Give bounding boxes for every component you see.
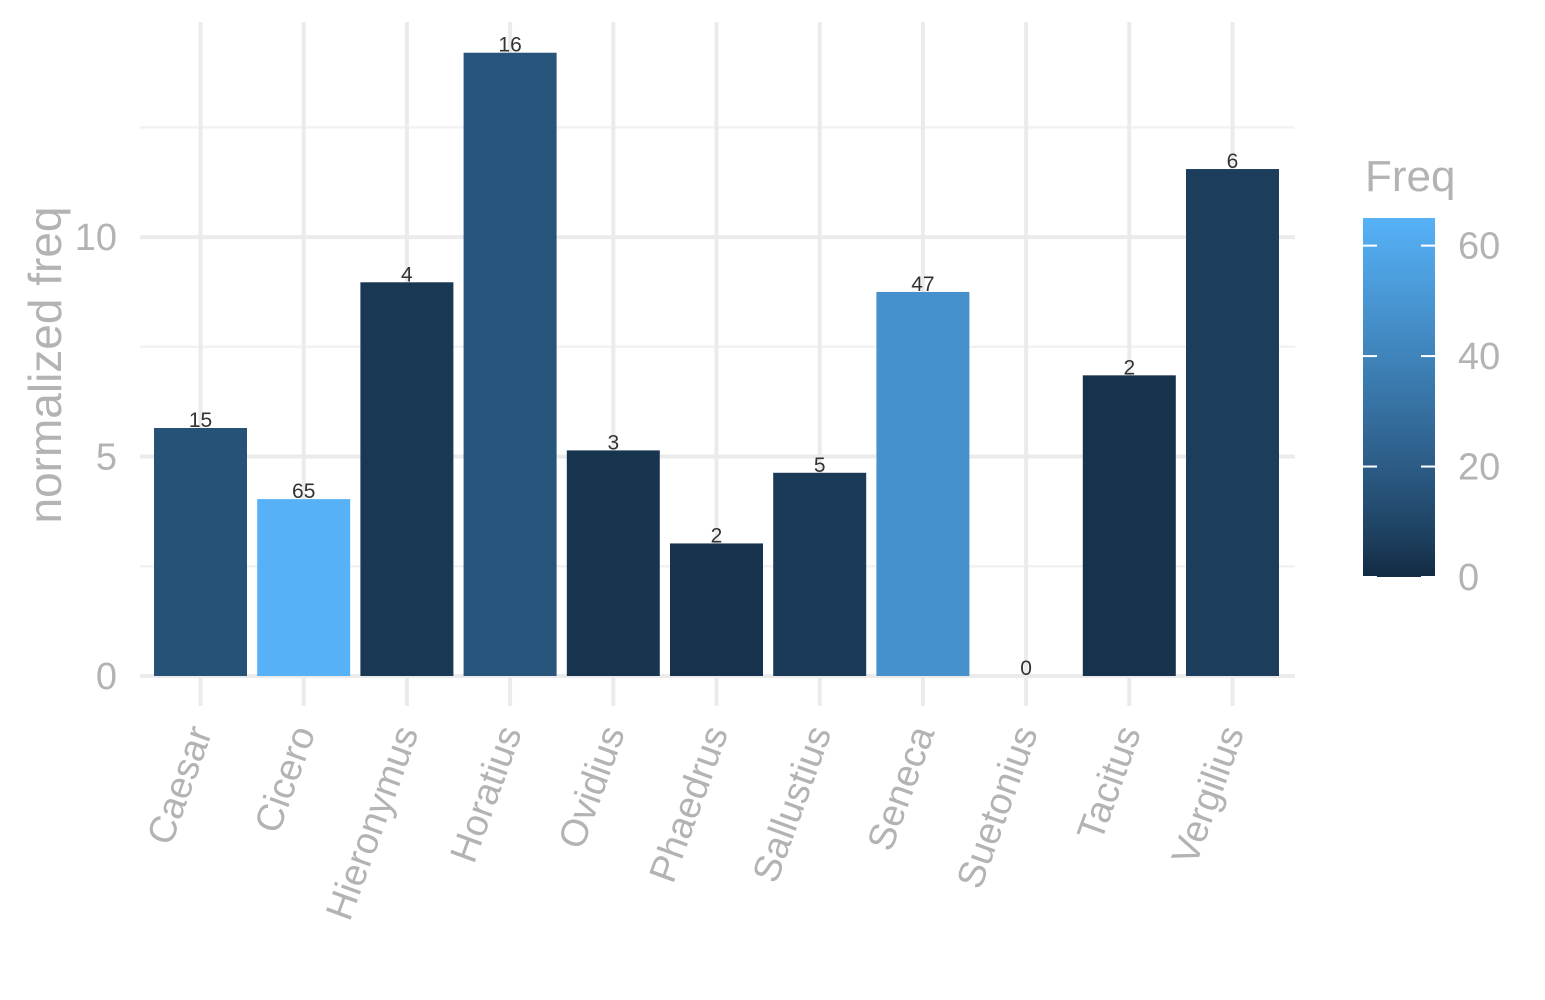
bar-hieronymus — [360, 282, 454, 676]
x-tick-label-suetonius: Suetonius — [949, 721, 1046, 894]
data-label-seneca: 47 — [911, 273, 934, 296]
data-label-suetonius: 0 — [1020, 657, 1032, 680]
x-tick-label-seneca: Seneca — [860, 720, 944, 856]
x-tick-label-caesar: Caesar — [140, 720, 221, 850]
bar-caesar — [154, 428, 247, 676]
x-tick-label-phaedrus: Phaedrus — [642, 721, 737, 888]
bars-layer — [154, 52, 1279, 676]
data-label-tacitus: 2 — [1123, 356, 1135, 379]
bar-vergilius — [1186, 169, 1279, 676]
x-tick-label-sallustius: Sallustius — [745, 721, 840, 888]
legend-title: Freq — [1365, 152, 1455, 201]
data-label-phaedrus: 2 — [711, 524, 723, 547]
x-tick-label-horatius: Horatius — [443, 721, 531, 868]
x-tick-label-tacitus: Tacitus — [1070, 721, 1150, 847]
legend-tick-label: 60 — [1458, 226, 1500, 268]
data-label-horatius: 16 — [498, 34, 521, 57]
bar-ovidius — [566, 450, 660, 676]
x-tick-label-ovidius: Ovidius — [551, 721, 634, 854]
data-label-cicero: 65 — [292, 480, 315, 503]
bar-tacitus — [1082, 375, 1176, 676]
bar-phaedrus — [670, 543, 763, 676]
y-tick-label: 0 — [96, 656, 117, 698]
data-label-caesar: 15 — [189, 409, 212, 432]
bar-cicero — [257, 499, 351, 676]
legend-tick-label: 0 — [1458, 557, 1479, 599]
x-tick-label-vergilius: Vergilius — [1164, 721, 1253, 870]
colorbar — [1363, 218, 1435, 577]
bar-horatius — [463, 52, 557, 676]
x-tick-label-hieronymus: Hieronymus — [319, 721, 428, 926]
bar-sallustius — [773, 472, 867, 676]
y-tick-label: 10 — [75, 217, 117, 259]
x-tick-label-cicero: Cicero — [247, 721, 324, 839]
legend-tick-label: 40 — [1458, 336, 1500, 378]
legend-tick-label: 20 — [1458, 447, 1500, 489]
data-label-sallustius: 5 — [814, 454, 826, 477]
y-tick-label: 5 — [96, 437, 117, 479]
y-axis-title: normalized freq — [19, 206, 71, 523]
data-label-vergilius: 6 — [1227, 150, 1239, 173]
bar-seneca — [876, 291, 970, 676]
data-label-hieronymus: 4 — [401, 263, 413, 286]
legend: Freq 0 20 40 60 — [1363, 152, 1500, 599]
data-label-ovidius: 3 — [607, 431, 619, 454]
